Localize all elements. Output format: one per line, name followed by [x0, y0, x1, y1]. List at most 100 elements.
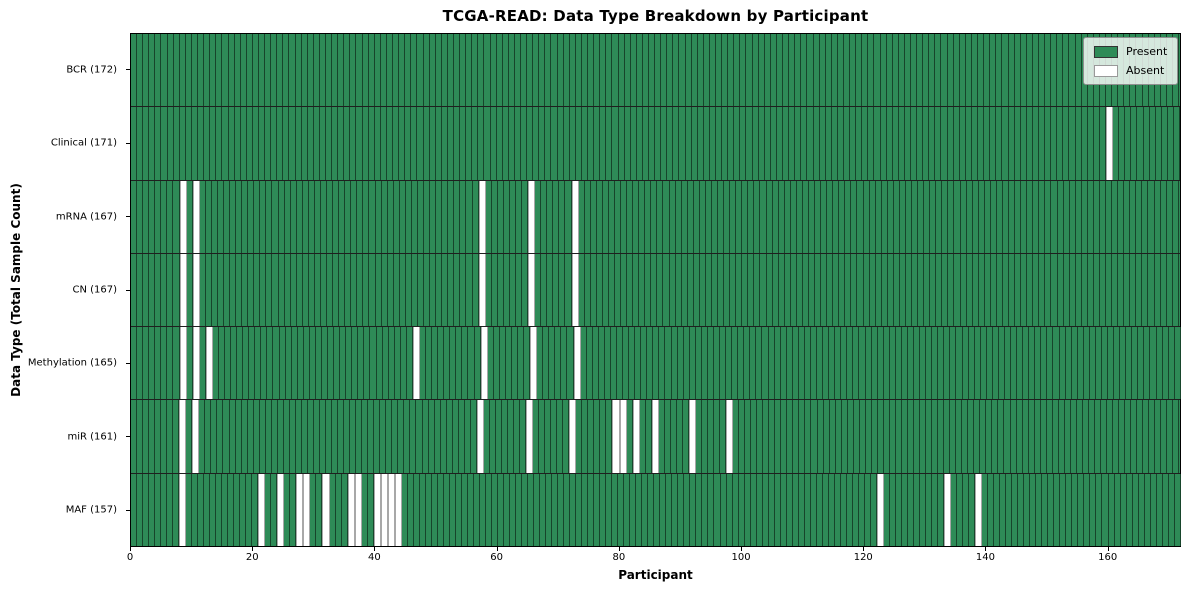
y-tick-label: miR (161) — [67, 431, 117, 443]
heatmap-cell — [230, 253, 237, 327]
heatmap-cell — [222, 34, 229, 107]
heatmap-cell — [502, 34, 509, 107]
heatmap-cell — [509, 253, 516, 327]
heatmap-cell — [911, 34, 918, 107]
heatmap-cell — [485, 253, 492, 327]
heatmap-cell — [424, 180, 431, 253]
heatmap-cell — [576, 473, 583, 546]
heatmap-cell — [273, 327, 280, 400]
heatmap-cell — [290, 473, 297, 546]
heatmap-cell — [149, 327, 156, 400]
heatmap-cell — [316, 473, 323, 546]
heatmap-cell — [522, 180, 529, 253]
heatmap-cell — [833, 180, 840, 253]
heatmap-cell — [1106, 107, 1114, 180]
heatmap-cell — [778, 253, 785, 327]
x-tick-mark — [130, 547, 131, 551]
heatmap-cell — [528, 180, 536, 253]
heatmap-cell — [827, 253, 834, 327]
heatmap-cell — [149, 107, 156, 180]
heatmap-cell — [600, 34, 607, 107]
heatmap-cell — [1118, 180, 1125, 253]
heatmap-cell — [1150, 327, 1157, 400]
y-tick-label: CN (167) — [72, 284, 117, 296]
heatmap-cell — [899, 253, 906, 327]
heatmap-cell — [192, 473, 199, 546]
heatmap-cell — [1046, 400, 1053, 473]
heatmap-cell — [515, 180, 522, 253]
heatmap-cell — [815, 180, 822, 253]
heatmap-cell — [816, 473, 823, 546]
heatmap-cell — [575, 34, 582, 107]
heatmap-cell — [375, 253, 382, 327]
heatmap-cell — [1018, 473, 1025, 546]
heatmap-cell — [438, 327, 445, 400]
heatmap-cell — [555, 327, 562, 400]
heatmap-cell — [1063, 107, 1070, 180]
heatmap-cell — [648, 34, 656, 107]
heatmap-cell — [454, 180, 461, 253]
heatmap-cell — [308, 180, 315, 253]
heatmap-cell — [1087, 180, 1094, 253]
heatmap-cell — [1136, 180, 1143, 253]
heatmap-cell — [1052, 400, 1059, 473]
heatmap-cell — [978, 34, 985, 107]
heatmap-cell — [606, 34, 613, 107]
heatmap-cell — [374, 400, 381, 473]
heatmap-cell — [340, 327, 347, 400]
heatmap-cell — [770, 34, 777, 107]
heatmap-cell — [261, 327, 268, 400]
heatmap-cell — [905, 253, 912, 327]
heatmap-cell — [399, 180, 406, 253]
heatmap-cell — [783, 107, 790, 180]
heatmap-cell — [951, 473, 958, 546]
heatmap-cell — [600, 400, 607, 473]
heatmap-cell — [682, 400, 689, 473]
heatmap-cell — [204, 107, 211, 180]
heatmap-cell — [1083, 327, 1090, 400]
heatmap-cell — [839, 180, 846, 253]
heatmap-cell — [990, 253, 997, 327]
heatmap-cell — [716, 107, 723, 180]
heatmap-cell — [1070, 400, 1077, 473]
heatmap-cell — [1008, 34, 1015, 107]
heatmap-cell — [1142, 253, 1149, 327]
heatmap-cell — [920, 473, 927, 546]
heatmap-cell — [155, 107, 162, 180]
heatmap-cell — [490, 34, 497, 107]
heatmap-cell — [240, 34, 247, 107]
heatmap-cell — [545, 107, 552, 180]
x-tick-mark — [741, 547, 743, 551]
heatmap-cell — [1069, 34, 1076, 107]
heatmap-cell — [386, 400, 393, 473]
heatmap-cell — [321, 327, 328, 400]
heatmap-cell — [265, 34, 272, 107]
heatmap-cell — [344, 400, 351, 473]
heatmap-cell — [161, 180, 168, 253]
heatmap-cell — [713, 400, 720, 473]
heatmap-cell — [472, 34, 479, 107]
heatmap-cell — [1168, 473, 1175, 546]
heatmap-cell — [1057, 180, 1064, 253]
heatmap-cell — [537, 327, 544, 400]
heatmap-cell — [584, 180, 591, 253]
heatmap-cell — [186, 327, 193, 400]
heatmap-cell — [1166, 180, 1173, 253]
heatmap-cell — [1174, 107, 1181, 180]
heatmap-cell — [865, 400, 872, 473]
heatmap-cell — [508, 34, 515, 107]
heatmap-cell — [796, 180, 803, 253]
heatmap-cell — [283, 34, 290, 107]
heatmap-cell — [356, 34, 363, 107]
heatmap-cell — [856, 34, 863, 107]
heatmap-cell — [301, 34, 308, 107]
heatmap-cell — [875, 253, 882, 327]
heatmap-cell — [247, 400, 254, 473]
heatmap-cell — [738, 473, 745, 546]
heatmap-cell — [320, 180, 327, 253]
heatmap-cell — [1173, 400, 1180, 473]
heatmap-cell — [1160, 253, 1167, 327]
heatmap-cell — [1093, 180, 1100, 253]
heatmap-cell — [210, 107, 217, 180]
